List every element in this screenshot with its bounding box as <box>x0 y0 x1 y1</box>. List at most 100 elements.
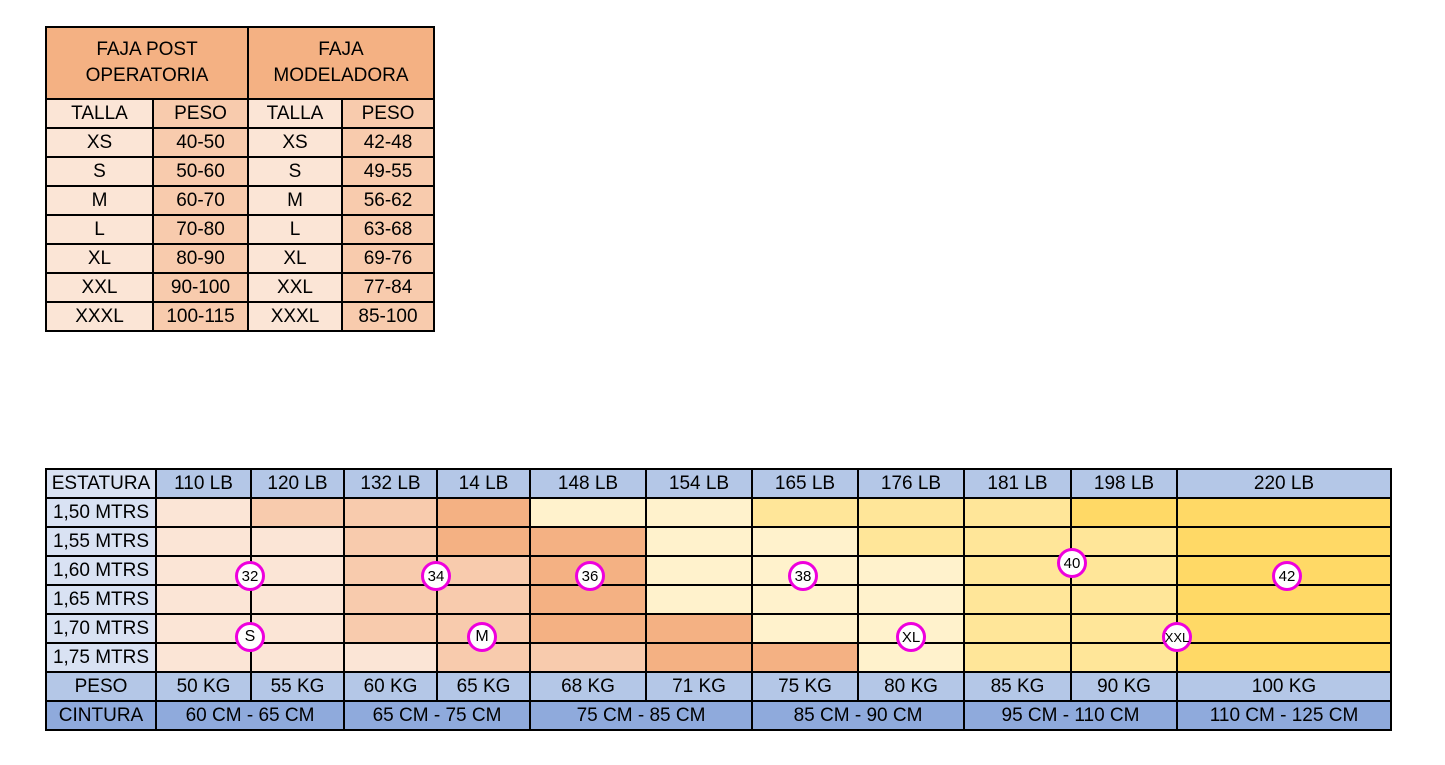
matrix-cell <box>645 613 753 644</box>
size-circle-label: S <box>244 628 256 645</box>
matrix-cell <box>645 526 753 557</box>
peso-value: 65 KG <box>436 671 531 702</box>
weight-header: 154 LB <box>645 468 753 499</box>
talla-cell: XS <box>45 127 154 158</box>
height-label: 1,75 MTRS <box>45 642 157 673</box>
peso-value: 50 KG <box>155 671 252 702</box>
matrix-body: 1,50 MTRS 1,55 MTRS 1,60 MTRS 1,65 MTRS 1,70… <box>45 497 1392 731</box>
matrix-cell <box>751 555 859 586</box>
matrix-cell <box>1070 584 1178 615</box>
matrix-cell <box>250 526 345 557</box>
height-label: 1,65 MTRS <box>45 584 157 615</box>
size-circle: XL <box>896 622 926 652</box>
matrix-cell <box>1070 526 1178 557</box>
talla-cell: XL <box>247 243 343 274</box>
peso-value: 90 KG <box>1070 671 1178 702</box>
peso-cell: 70-80 <box>152 214 249 245</box>
size-circle: 42 <box>1272 561 1302 591</box>
peso-cell: 60-70 <box>152 185 249 216</box>
peso-row: PESO 50 KG 55 KG 60 KG 65 KG 68 KG 71 KG 75 KG 8… <box>45 671 1392 702</box>
peso-cell: 69-76 <box>341 243 435 274</box>
matrix-cell <box>529 497 647 528</box>
peso-cell: 49-55 <box>341 156 435 187</box>
size-chart-table: FAJA POST OPERATORIA FAJA MODELADORA TAL… <box>45 26 435 332</box>
peso-value: 55 KG <box>250 671 345 702</box>
peso-cell: 56-62 <box>341 185 435 216</box>
size-chart-subheader-row: TALLA PESO TALLA PESO <box>45 98 435 129</box>
matrix-cell <box>857 526 965 557</box>
matrix-cell <box>155 584 252 615</box>
matrix-table: ESTATURA 110 LB 120 LB 132 LB 14 LB 148 LB 154… <box>45 468 1392 731</box>
weight-header: 132 LB <box>343 468 438 499</box>
matrix-cell <box>645 642 753 673</box>
size-chart-body: XS 40-50 XS 42-48 S 50-60 S 49-55 M 60-70 M 56-62 L 7… <box>45 127 435 332</box>
size-circle: 38 <box>788 561 818 591</box>
peso-value: 60 KG <box>343 671 438 702</box>
matrix-cell <box>436 584 531 615</box>
height-label: 1,70 MTRS <box>45 613 157 644</box>
matrix-chart: ESTATURA 110 LB 120 LB 132 LB 14 LB 148 LB 154… <box>45 468 1392 731</box>
col-header-talla-2: TALLA <box>247 98 343 129</box>
cintura-value: 85 CM - 90 CM <box>751 700 965 731</box>
matrix-cell <box>529 613 647 644</box>
size-chart-row: L 70-80 L 63-68 <box>45 214 435 245</box>
talla-cell: XXXL <box>45 301 154 332</box>
talla-cell: XXL <box>247 272 343 303</box>
talla-cell: XXL <box>45 272 154 303</box>
size-circle: 34 <box>421 561 451 591</box>
peso-value: 100 KG <box>1176 671 1392 702</box>
matrix-cell <box>963 555 1072 586</box>
peso-value: 71 KG <box>645 671 753 702</box>
size-chart-row: XXXL 100-115 XXXL 85-100 <box>45 301 435 332</box>
matrix-cell <box>1070 497 1178 528</box>
cintura-value: 65 CM - 75 CM <box>343 700 531 731</box>
group-header-modeladora: FAJA MODELADORA <box>247 26 435 100</box>
matrix-cell <box>963 526 1072 557</box>
peso-cell: 85-100 <box>341 301 435 332</box>
weight-header: 176 LB <box>857 468 965 499</box>
peso-label: PESO <box>45 671 157 702</box>
matrix-cell <box>529 526 647 557</box>
col-header-talla-1: TALLA <box>45 98 154 129</box>
matrix-cell <box>645 555 753 586</box>
weight-header: 120 LB <box>250 468 345 499</box>
talla-cell: XS <box>247 127 343 158</box>
talla-cell: S <box>247 156 343 187</box>
matrix-cell <box>436 526 531 557</box>
weight-header: 181 LB <box>963 468 1072 499</box>
matrix-cell <box>751 526 859 557</box>
matrix-header-row: ESTATURA 110 LB 120 LB 132 LB 14 LB 148 LB 154… <box>45 468 1392 499</box>
peso-value: 75 KG <box>751 671 859 702</box>
height-label: 1,50 MTRS <box>45 497 157 528</box>
peso-cell: 40-50 <box>152 127 249 158</box>
matrix-cell <box>963 584 1072 615</box>
weight-header: 165 LB <box>751 468 859 499</box>
weight-header: 14 LB <box>436 468 531 499</box>
size-circle: S <box>235 622 265 652</box>
matrix-cell <box>751 613 859 644</box>
matrix-cell <box>751 642 859 673</box>
height-row: 1,75 MTRS <box>45 642 1392 673</box>
cintura-value: 75 CM - 85 CM <box>529 700 753 731</box>
matrix-cell <box>751 497 859 528</box>
size-circle-label: 36 <box>581 567 599 585</box>
weight-header: 220 LB <box>1176 468 1392 499</box>
size-circle-label: 34 <box>427 567 445 585</box>
peso-cell: 100-115 <box>152 301 249 332</box>
matrix-cell <box>343 642 438 673</box>
matrix-cell <box>155 642 252 673</box>
size-circle-label: 40 <box>1063 554 1081 572</box>
peso-value: 68 KG <box>529 671 647 702</box>
cintura-value: 60 CM - 65 CM <box>155 700 345 731</box>
matrix-cell <box>1070 613 1178 644</box>
matrix-cell <box>857 584 965 615</box>
weight-header: 110 LB <box>155 468 252 499</box>
matrix-cell <box>343 584 438 615</box>
talla-cell: M <box>45 185 154 216</box>
matrix-cell <box>436 555 531 586</box>
size-chart-row: S 50-60 S 49-55 <box>45 156 435 187</box>
matrix-cell <box>436 497 531 528</box>
size-chart-row: M 60-70 M 56-62 <box>45 185 435 216</box>
size-circle: XXL <box>1162 622 1192 652</box>
size-chart-row: XS 40-50 XS 42-48 <box>45 127 435 158</box>
